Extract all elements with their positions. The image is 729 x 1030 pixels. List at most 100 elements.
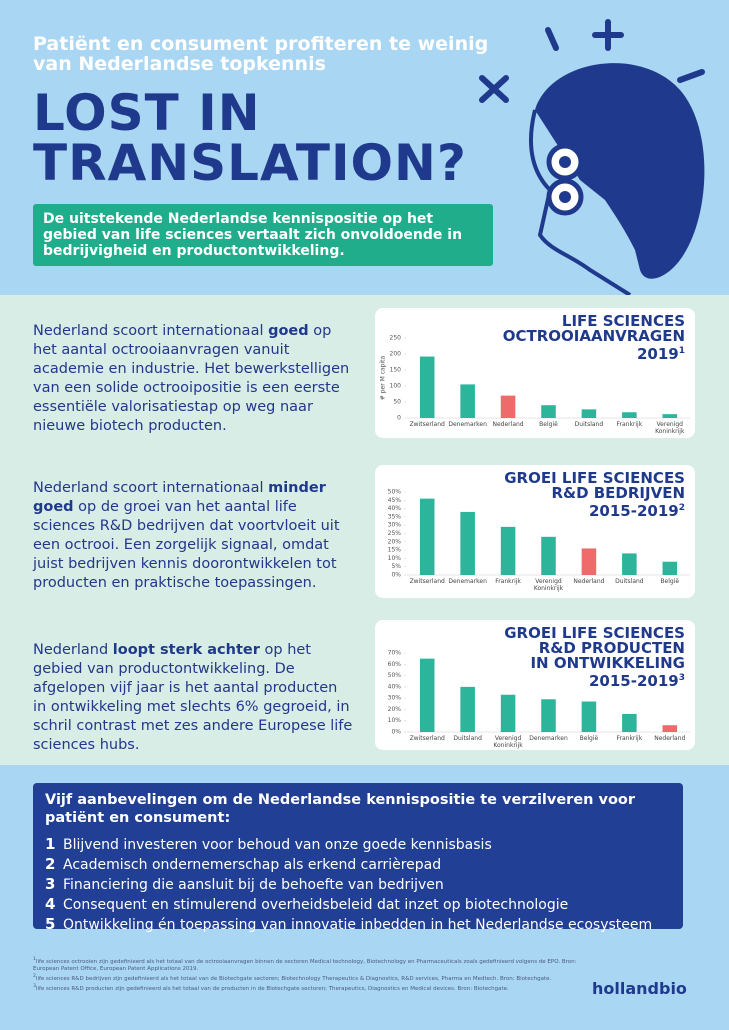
bar xyxy=(541,536,556,575)
text: Nederland xyxy=(33,642,113,658)
recommendation-number: 2 xyxy=(45,855,56,873)
chart-card: GROEI LIFE SCIENCES R&D PRODUCTEN IN ONTWI… xyxy=(375,620,695,750)
bar xyxy=(460,511,475,575)
text: Nederland scoort internationaal xyxy=(33,323,269,339)
chart-title-line: R&D BEDRIJVEN xyxy=(551,484,685,502)
y-tick-label: 100 xyxy=(390,383,402,390)
chart-title: GROEI LIFE SCIENCES R&D BEDRIJVEN 2015-201… xyxy=(504,471,685,519)
subtitle: Patiënt en consument profiteren te weini… xyxy=(33,33,489,75)
recommendation-number: 1 xyxy=(45,835,56,853)
bar xyxy=(460,686,475,732)
y-axis-label: # per M capita xyxy=(380,355,387,400)
x-tick-label: Denemarken xyxy=(448,578,487,585)
recommendation-number: 3 xyxy=(45,875,56,893)
bar xyxy=(581,409,597,418)
y-tick-label: 40% xyxy=(388,505,402,512)
footnote: 3life sciences R&D producten zijn gedefi… xyxy=(33,983,593,993)
bar xyxy=(622,412,637,418)
text: op het gebied van productontwikkeling. D… xyxy=(33,642,353,753)
y-tick-label: 30% xyxy=(388,522,402,529)
bar xyxy=(500,694,516,732)
recommendation-number: 5 xyxy=(45,915,56,933)
footnote-marker: 2 xyxy=(678,503,685,513)
emphasis: minder goed xyxy=(33,480,326,515)
x-tick-label: Zwitserland xyxy=(409,735,445,742)
logo: hollandbio xyxy=(592,979,687,998)
intro: De uitstekende Nederlandse kennispositie… xyxy=(33,204,493,266)
x-tick-label: België xyxy=(579,735,599,742)
chart-card: LIFE SCIENCES OCTROOIAANVRAGEN 20191 # per … xyxy=(375,308,695,438)
chart-title-line: 2015-20192 xyxy=(589,502,685,520)
chart-title: GROEI LIFE SCIENCES R&D PRODUCTEN IN ONTWI… xyxy=(504,626,685,689)
chart-title-line: 2015-20193 xyxy=(589,672,685,690)
bar xyxy=(662,725,678,732)
chart-title-line: R&D PRODUCTEN xyxy=(538,639,685,657)
x-tick-label: Denemarken xyxy=(448,421,487,428)
x-tick-label: Duitsland xyxy=(574,421,604,428)
y-tick-label: 5% xyxy=(391,563,401,570)
x-tick-label: Verenigd Koninkrijk xyxy=(655,421,685,435)
chart-title-line: LIFE SCIENCES xyxy=(561,312,685,330)
x-tick-label: Verenigd Koninkrijk xyxy=(493,735,523,749)
footnote-text: life sciences R&D producten zijn gedefin… xyxy=(35,985,509,992)
section-text: Nederland loopt sterk achter op het gebi… xyxy=(33,641,353,755)
bar xyxy=(419,658,435,732)
chart-title: LIFE SCIENCES OCTROOIAANVRAGEN 20191 xyxy=(503,314,685,362)
chart-title-line: IN ONTWIKKELING xyxy=(530,654,685,672)
bar xyxy=(581,548,597,575)
footnote-text: life sciences R&D bedrijven zijn gedefin… xyxy=(35,975,552,982)
y-tick-label: 10% xyxy=(388,555,402,562)
bar xyxy=(622,553,637,575)
bar xyxy=(500,526,516,575)
y-tick-label: 35% xyxy=(388,513,402,520)
chart-title-line: GROEI LIFE SCIENCES xyxy=(504,469,685,487)
bar xyxy=(541,405,556,418)
y-tick-label: 50% xyxy=(388,489,402,496)
recommendations: Vijf aanbevelingen om de Nederlandse ken… xyxy=(33,783,683,933)
recommendation: 4 Consequent en stimulerend overheidsbele… xyxy=(45,895,671,915)
y-tick-label: 0% xyxy=(391,729,401,736)
recommendation-text: Ontwikkeling én toepassing van innovatie… xyxy=(63,917,653,933)
head-illustration xyxy=(479,19,705,295)
recommendation-number: 4 xyxy=(45,895,56,913)
y-tick-label: 25% xyxy=(388,530,402,537)
bar xyxy=(541,699,556,732)
recommendation: 1 Blijvend investeren voor behoud van onz… xyxy=(45,835,671,855)
footnote-marker: 1 xyxy=(33,957,36,962)
recommendation: 5 Ontwikkeling én toepassing van innovati… xyxy=(45,915,671,935)
x-tick-label: Verenigd Koninkrijk xyxy=(533,578,564,592)
x-tick-label: Frankrijk xyxy=(616,735,643,742)
y-tick-label: 150 xyxy=(390,367,402,374)
bar xyxy=(662,414,678,418)
text: Nederland scoort internationaal xyxy=(33,480,269,496)
recommendation: 3 Financiering die aansluit bij de behoef… xyxy=(45,875,671,895)
bar xyxy=(460,384,475,418)
footnote-text: life sciences octrooien zijn gedefinieer… xyxy=(33,958,577,972)
y-tick-label: 0% xyxy=(391,572,401,579)
chart-title-line: 20191 xyxy=(636,345,685,363)
x-tick-label: Denemarken xyxy=(529,735,568,742)
recommendation-text: Blijvend investeren voor behoud van onze… xyxy=(63,837,492,853)
y-tick-label: 0 xyxy=(397,415,401,422)
footnotes: 1life sciences octrooien zijn gedefiniee… xyxy=(33,956,593,992)
y-tick-label: 60% xyxy=(388,661,402,668)
footnote: 2life sciences R&D bedrijven zijn gedefi… xyxy=(33,973,593,983)
bar xyxy=(662,561,678,575)
chart-title-line: GROEI LIFE SCIENCES xyxy=(504,624,685,642)
recommendation-text: Consequent en stimulerend overheidsbelei… xyxy=(63,897,569,913)
x-tick-label: Nederland xyxy=(654,735,686,742)
recommendation-text: Financiering die aansluit bij de behoeft… xyxy=(63,877,444,893)
y-tick-label: 70% xyxy=(388,650,402,657)
x-tick-label: België xyxy=(660,578,680,585)
bar xyxy=(500,395,516,418)
title: LOST IN TRANSLATION? xyxy=(33,84,467,192)
y-tick-label: 20% xyxy=(388,538,402,545)
bar xyxy=(419,356,435,418)
footnote-marker: 1 xyxy=(678,346,685,356)
y-tick-label: 15% xyxy=(388,547,402,554)
footnote-marker: 3 xyxy=(33,983,36,989)
y-tick-label: 50% xyxy=(388,672,402,679)
x-tick-label: Frankrijk xyxy=(616,421,643,428)
bar xyxy=(581,701,597,732)
